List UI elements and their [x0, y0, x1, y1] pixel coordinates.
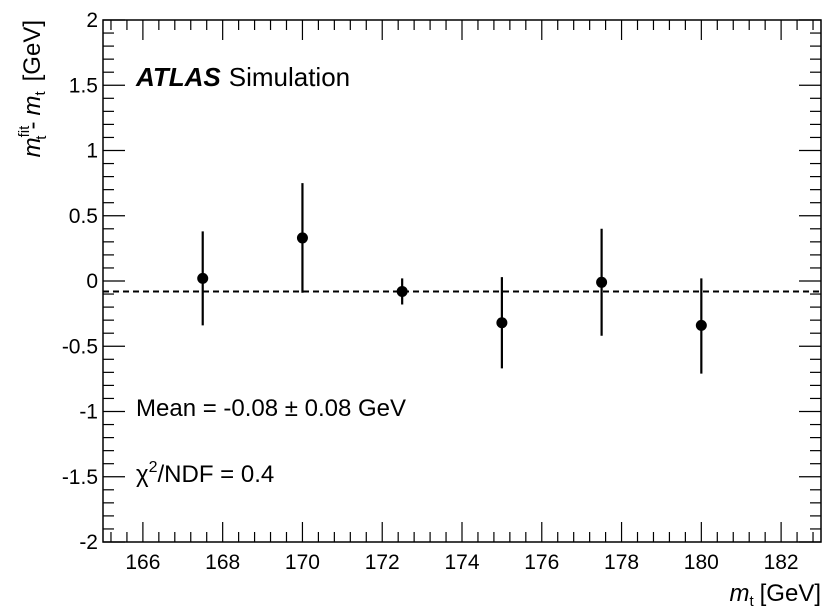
data-point [296, 232, 308, 244]
data-point [496, 317, 508, 329]
axis-tick-labels: 166 168 170 172 174 176 178 180 182 -2 -1.5 -1 -0.5 0… [62, 9, 799, 574]
data-point [695, 319, 707, 331]
y-axis-var2: m [19, 96, 46, 116]
y-axis-var1: m [19, 137, 46, 157]
x-axis-var: m [729, 580, 749, 607]
chi-rest: /NDF = 0.4 [158, 461, 275, 488]
x-axis-label: mt [GeV] [729, 580, 821, 608]
chi2-annotation: χ2/NDF = 0.4 [136, 459, 274, 488]
y-axis-sub1: t [33, 135, 50, 140]
chi-sup: 2 [149, 459, 158, 476]
y-axis-unit: [GeV] [19, 20, 46, 81]
y-axis-sep: - [19, 122, 46, 130]
x-tick-label: 182 [764, 551, 799, 574]
mean-annotation: Mean = -0.08 ± 0.08 GeV [136, 395, 406, 422]
experiment-label: ATLAS [135, 62, 221, 92]
x-tick-label: 176 [524, 551, 559, 574]
x-axis-unit: [GeV] [760, 580, 821, 607]
y-tick-label: 0.5 [69, 205, 98, 228]
atlas-label: ATLAS Simulation [135, 62, 350, 92]
y-tick-label: 2 [86, 9, 98, 32]
x-tick-label: 166 [125, 551, 160, 574]
y-axis-sup1: fit [16, 125, 33, 138]
data-points [197, 183, 707, 374]
x-axis-sub: t [749, 593, 754, 608]
y-tick-label: 0 [86, 270, 98, 293]
y-tick-label: -1 [79, 401, 98, 424]
y-axis-label: mfitt-mt[GeV] [16, 20, 50, 157]
y-tick-label: -2 [79, 531, 98, 554]
simulation-label: Simulation [229, 62, 350, 92]
y-axis-sub2: t [32, 91, 49, 96]
data-point [596, 276, 608, 288]
x-tick-label: 170 [285, 551, 320, 574]
x-tick-label: 168 [205, 551, 240, 574]
data-point [197, 272, 209, 284]
y-tick-label: 1 [86, 140, 98, 163]
x-tick-label: 178 [604, 551, 639, 574]
y-tick-label: 1.5 [69, 74, 98, 97]
x-tick-label: 172 [365, 551, 400, 574]
y-tick-label: -1.5 [62, 466, 98, 489]
axis-ticks [103, 19, 821, 543]
chi-symbol: χ [136, 461, 149, 488]
data-point [396, 285, 408, 297]
x-tick-label: 180 [684, 551, 719, 574]
y-tick-label: -0.5 [62, 335, 98, 358]
x-tick-label: 174 [444, 551, 479, 574]
